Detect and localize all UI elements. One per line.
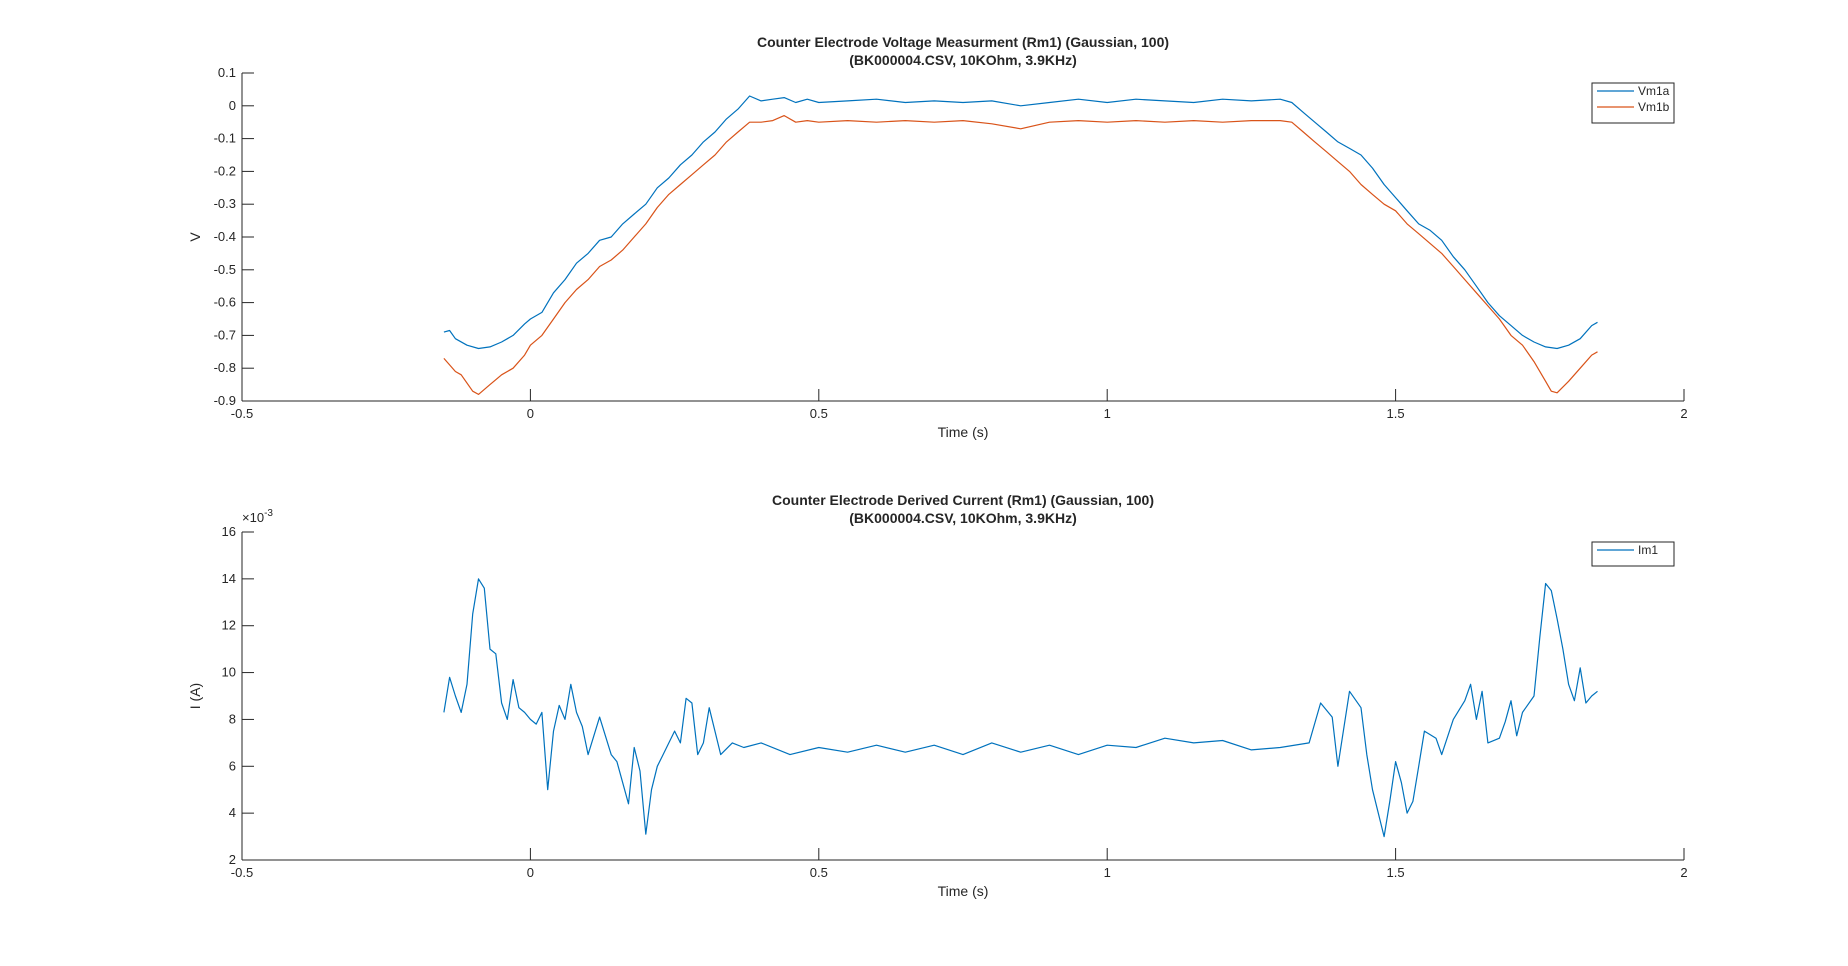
x-tick-label: 0 xyxy=(527,865,534,880)
y-tick-label: -0.1 xyxy=(214,131,236,146)
legend: Im1 xyxy=(1591,541,1675,567)
y-tick-label: 10 xyxy=(222,665,236,680)
y-tick-label: 2 xyxy=(229,852,236,867)
x-tick-label: 0.5 xyxy=(810,406,828,421)
legend-box xyxy=(1591,82,1675,124)
x-tick-label: 1.5 xyxy=(1387,865,1405,880)
y-tick-label: 0.1 xyxy=(218,65,236,80)
legend: Vm1a Vm1b xyxy=(1591,82,1675,124)
chart-subtitle: (BK000004.CSV, 10KOhm, 3.9KHz) xyxy=(849,510,1076,526)
multiplier-exponent: -3 xyxy=(264,508,273,519)
x-tick-label: 1 xyxy=(1104,406,1111,421)
y-tick-label: -0.6 xyxy=(214,295,236,310)
series-line-vm1b xyxy=(443,115,1598,395)
x-tick-label: 2 xyxy=(1680,865,1687,880)
x-tick-label: 0.5 xyxy=(810,865,828,880)
y-tick-label: 0 xyxy=(229,98,236,113)
multiplier-base: ×10 xyxy=(242,510,264,525)
chart-title: Counter Electrode Voltage Measurment (Rm… xyxy=(757,34,1169,50)
legend-entry: Vm1b xyxy=(1638,100,1670,114)
x-axis-label: Time (s) xyxy=(938,424,989,440)
y-tick-label: -0.3 xyxy=(214,196,236,211)
legend-box xyxy=(1591,541,1675,567)
legend-entry: Vm1a xyxy=(1638,84,1670,98)
y-tick-label: 6 xyxy=(229,758,236,773)
x-tick-label: -0.5 xyxy=(231,406,253,421)
x-tick-label: 1 xyxy=(1104,865,1111,880)
chart-2: Counter Electrode Derived Current (Rm1) … xyxy=(187,492,1688,899)
y-tick-label: -0.9 xyxy=(214,393,236,408)
series-line-vm1a xyxy=(443,95,1598,350)
y-tick-label: 4 xyxy=(229,805,236,820)
chart-title: Counter Electrode Derived Current (Rm1) … xyxy=(772,492,1154,508)
x-tick-label: 0 xyxy=(527,406,534,421)
y-axis-label: I (A) xyxy=(187,683,203,709)
series-line-im1 xyxy=(443,578,1598,838)
chart-subtitle: (BK000004.CSV, 10KOhm, 3.9KHz) xyxy=(849,52,1076,68)
y-tick-label: 8 xyxy=(229,711,236,726)
y-tick-label: -0.8 xyxy=(214,360,236,375)
y-axis-multiplier: ×10-3 xyxy=(242,508,273,525)
y-tick-label: 14 xyxy=(222,571,236,586)
y-tick-label: 12 xyxy=(222,618,236,633)
y-axis-label: V xyxy=(187,232,203,242)
x-axis-label: Time (s) xyxy=(938,883,989,899)
chart-1: Counter Electrode Voltage Measurment (Rm… xyxy=(187,34,1688,440)
y-tick-label: -0.4 xyxy=(214,229,236,244)
x-tick-label: 2 xyxy=(1680,406,1687,421)
x-tick-label: -0.5 xyxy=(231,865,253,880)
x-tick-label: 1.5 xyxy=(1387,406,1405,421)
legend-entry: Im1 xyxy=(1638,543,1658,557)
y-tick-label: 16 xyxy=(222,524,236,539)
y-tick-label: -0.2 xyxy=(214,163,236,178)
y-tick-label: -0.7 xyxy=(214,327,236,342)
y-tick-label: -0.5 xyxy=(214,262,236,277)
